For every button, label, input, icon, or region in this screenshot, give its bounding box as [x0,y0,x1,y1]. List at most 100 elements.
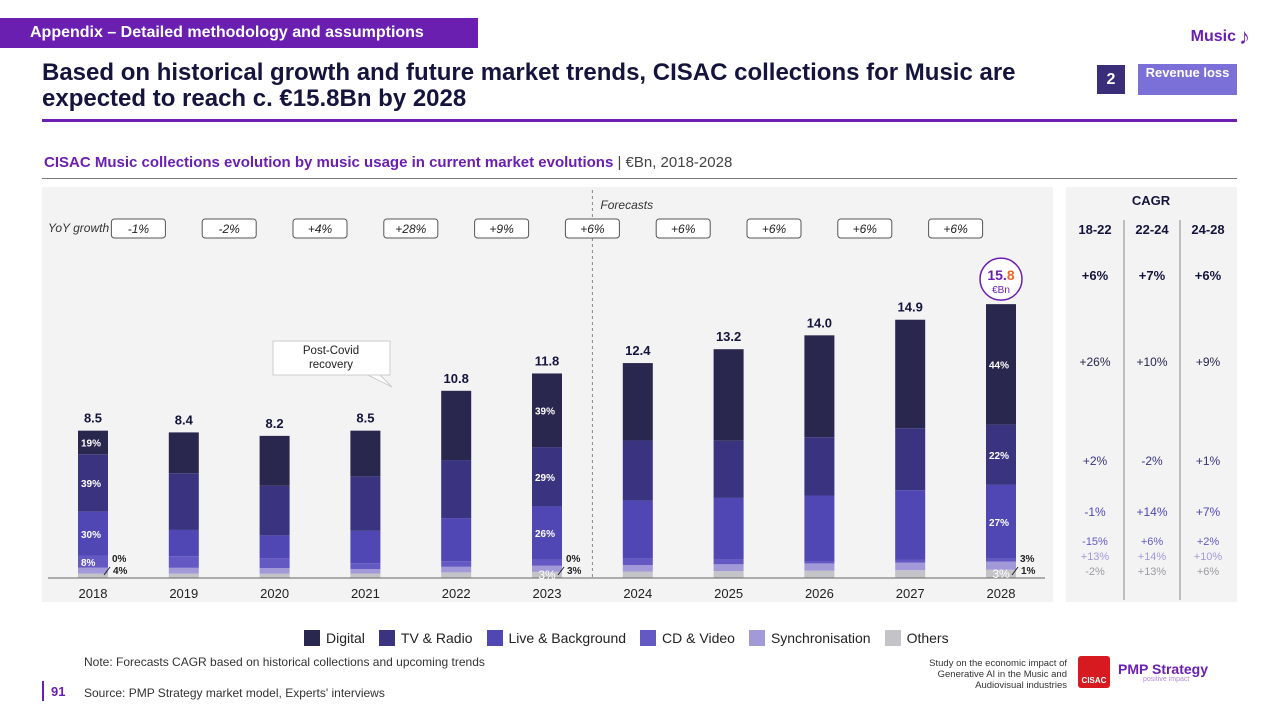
bar-segment [532,559,562,566]
pmp-tagline: positive impact [1143,676,1190,683]
bar-segment [804,570,835,578]
chart-subtitle: CISAC Music collections evolution by mus… [44,154,732,171]
yoy-growth-box [746,218,802,239]
bar-segment [986,561,1016,570]
cagr-panel [1066,187,1237,602]
bar-segment [622,558,653,566]
bar-total-label: 14.9 [898,300,923,315]
cagr-value: +7% [1196,505,1221,519]
bar-total-label: 8.5 [84,411,102,426]
legend-swatch [748,630,765,646]
cagr-value: +14% [1136,505,1167,519]
bar-segment [441,566,472,573]
bar-share-label: 27% [989,518,1009,529]
footnote: Note: Forecasts CAGR based on historical… [84,655,485,669]
cagr-value: +2% [1083,454,1108,468]
bar-segment [259,535,290,559]
cagr-value: +10% [1194,551,1223,563]
bar-segment [350,530,381,564]
bar-segment [713,497,744,560]
legend-label: TV & Radio [400,630,473,646]
page-title: Based on historical growth and future ma… [42,59,1016,112]
bar-total-label: 11.8 [535,353,560,368]
yoy-growth-box [564,218,620,239]
bar-segment [441,572,472,578]
total-callout-value: 15.8 [987,267,1014,283]
bar-segment [259,558,290,569]
bar-total-label: 8.5 [356,411,374,426]
yoy-growth-box [474,218,530,239]
bar-segment [532,571,562,578]
bar-segment [986,424,1016,485]
bar-segment [78,567,108,574]
cagr-value: +1% [1196,454,1221,468]
yoy-growth-value: +9% [489,222,514,236]
cagr-value: -2% [1141,454,1163,468]
x-tick-label: 2020 [260,586,289,601]
yoy-growth-box [201,218,257,239]
bar-segment [895,428,926,491]
bar-segment [713,571,744,578]
cagr-value: -15% [1082,536,1108,548]
bar-share-label: 39% [81,479,101,490]
bar-segment [622,440,653,501]
legend-item: Live & Background [486,630,626,646]
bar-segment [622,571,653,578]
page-marker [42,681,44,701]
chart-subtitle-main: CISAC Music collections evolution by mus… [44,154,614,171]
side-share-label: 0% [566,554,581,565]
yoy-growth-value: +6% [580,222,605,236]
bar-segment [986,569,1016,578]
side-share-label: 4% [113,566,128,577]
x-tick-label: 2028 [987,586,1016,601]
bar-segment [804,563,835,571]
yoy-growth-value: +28% [395,222,426,236]
bar-share-label: 22% [989,451,1009,462]
music-note-icon: ♪ [1239,24,1250,49]
bar-segment [804,495,835,562]
legend-swatch [378,630,395,646]
cagr-title: CAGR [1132,193,1171,208]
bar-total-label: 10.8 [444,371,469,386]
bar-segment [532,447,562,507]
bar-segment [986,558,1016,562]
bar-segment [78,555,108,568]
cagr-value: +13% [1081,551,1110,563]
bar-segment [168,432,199,474]
bar-segment [804,437,835,496]
bar-segment [350,573,381,578]
bar-segment [259,485,290,536]
bar-segment [713,349,744,441]
bar-segment [895,559,926,563]
bar-segment [78,454,108,512]
cagr-value: +6% [1195,268,1222,283]
cagr-value: +14% [1138,551,1167,563]
bar-share-label: 39% [535,406,555,417]
side-share-pointer [1011,566,1019,576]
legend-label: CD & Video [662,630,735,646]
bar-segment [986,304,1016,425]
yoy-growth-value: +4% [308,222,333,236]
bar-segment [350,563,381,570]
bar-segment [78,511,108,556]
side-share-label: 3% [567,566,582,577]
yoy-growth-value: -2% [219,222,241,236]
bar-segment [168,573,199,578]
legend-label: Digital [326,630,365,646]
annotation-pointer [367,374,393,388]
bar-segment [713,440,744,498]
cagr-value: +9% [1196,355,1221,369]
legend-swatch [304,630,320,646]
bar-segment [804,561,835,564]
bar-segment [168,556,199,568]
bar-segment [986,484,1016,559]
bar-segment [441,390,472,461]
bar-segment [895,570,926,578]
bar-share-label: 44% [989,360,1009,371]
bar-share-label: 29% [535,473,555,484]
bar-segment [259,568,290,574]
cagr-period-header: 18-22 [1078,222,1111,237]
bar-segment [713,559,744,565]
section-banner: Appendix – Detailed methodology and assu… [0,18,478,48]
yoy-growth-value: -1% [128,222,150,236]
